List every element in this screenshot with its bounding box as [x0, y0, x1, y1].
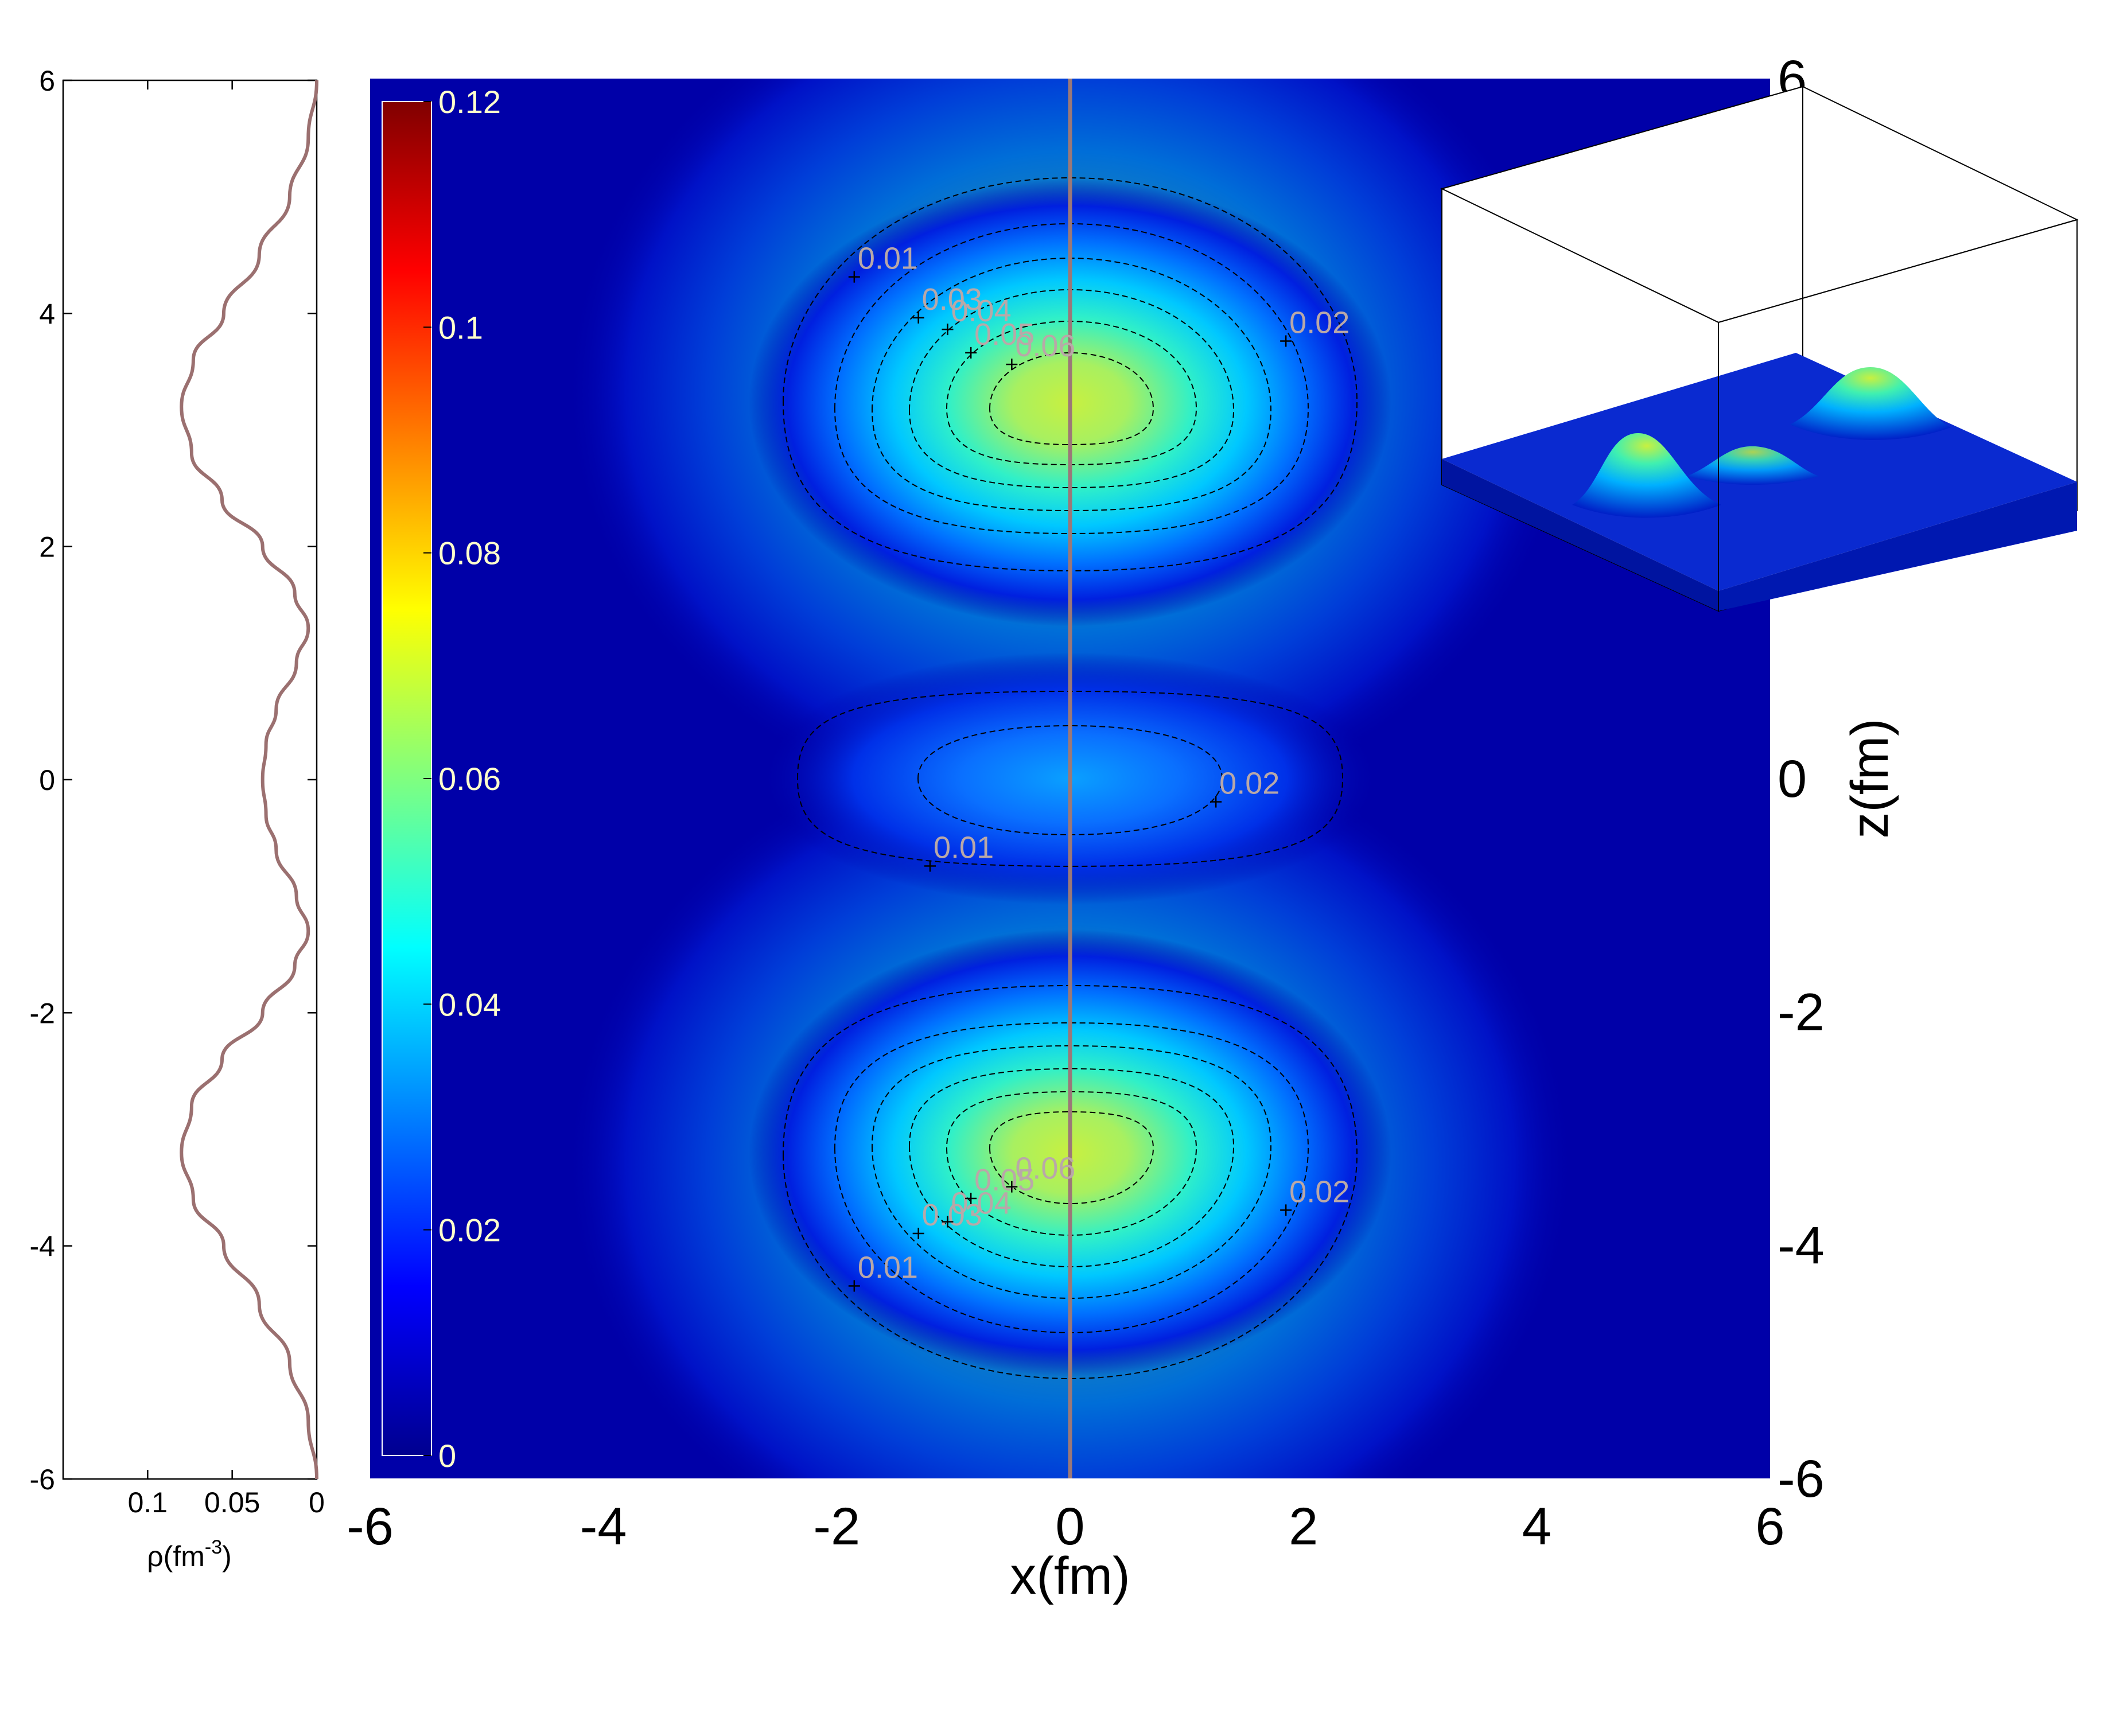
profile-y-ticks: 6 4 2 0 -2 -4 -6 [30, 65, 317, 1496]
inset-hump-back [1790, 367, 1951, 440]
contour-label: 0.01 [858, 242, 918, 276]
contour-label: 0.04 [951, 1186, 1012, 1221]
map-x-tick-label: 2 [1289, 1497, 1318, 1556]
map-y-tick-label: -6 [1778, 1450, 1825, 1508]
inset-surface-side-right [1718, 482, 2077, 611]
map-y-tick-label: -2 [1778, 983, 1825, 1042]
map-y-label: z(fm) [1841, 718, 1899, 838]
profile-y-tick-label: 0 [39, 764, 55, 796]
contour-label: 0.02 [1289, 306, 1349, 340]
map-x-tick-label: 6 [1755, 1497, 1784, 1556]
colorbar-tick-label: 0.12 [438, 84, 501, 120]
contour-label-marker [965, 347, 977, 359]
contour-label: 0.01 [934, 831, 994, 865]
inset-hump-front [1572, 433, 1721, 518]
contour-label-marker [924, 860, 936, 872]
colorbar-tick-label: 0.06 [438, 761, 501, 797]
profile-y-tick-label: 4 [39, 298, 55, 330]
profile-panel: 6 4 2 0 -2 -4 -6 0.1 0.05 0 ρ(fm-3) [30, 65, 325, 1572]
map-x-ticks: -6 -4 -2 0 2 4 6 [347, 1497, 1784, 1556]
contour-label-marker [1280, 1204, 1292, 1216]
contour-label: 0.05 [974, 317, 1035, 352]
contour-label-marker [965, 1193, 977, 1204]
contour-label: 0.01 [858, 1251, 918, 1285]
colorbar-tick-label: 0.04 [438, 986, 501, 1022]
density-map-panel: 0.010.030.040.050.060.020.020.010.010.03… [347, 50, 1899, 1605]
profile-x-tick-label: 0 [309, 1486, 325, 1519]
map-x-tick-label: -6 [347, 1497, 394, 1556]
map-y-tick-label: -4 [1778, 1216, 1825, 1275]
contour-0.01-lower [782, 984, 1358, 1380]
profile-x-tick-label: 0.05 [204, 1486, 260, 1519]
contour-0.02-lower [834, 1022, 1309, 1334]
contour-label: 0.03 [922, 1198, 982, 1232]
contour-label-marker [848, 271, 860, 283]
contour-0.06-lower [989, 1111, 1154, 1205]
contour-0.06-upper [989, 352, 1154, 446]
contour-label-marker [1280, 335, 1292, 347]
contour-0.03-lower [871, 1045, 1272, 1299]
profile-y-tick-label: -6 [30, 1463, 55, 1496]
map-x-tick-label: 0 [1055, 1497, 1084, 1556]
inset-surface-side-left [1442, 459, 1718, 611]
contour-lines [782, 177, 1358, 1380]
colorbar-tick-label: 0.02 [438, 1212, 501, 1248]
contour-labels: 0.010.030.040.050.060.020.020.010.010.03… [848, 242, 1349, 1292]
contour-label: 0.02 [1219, 766, 1279, 801]
contour-label: 0.06 [1015, 329, 1075, 363]
contour-0.02-middle [917, 725, 1223, 836]
profile-x-label: ρ(fm-3) [147, 1536, 232, 1572]
contour-0.01-upper [782, 177, 1358, 572]
profile-y-tick-label: -4 [30, 1231, 55, 1263]
contour-label-marker [1006, 359, 1018, 371]
map-y-tick-label: 0 [1778, 750, 1807, 808]
contour-0.03-upper [871, 257, 1272, 512]
contour-label: 0.05 [974, 1163, 1035, 1197]
colorbar-tick-label: 0 [438, 1438, 456, 1474]
contour-label-marker [1006, 1181, 1018, 1193]
profile-y-tick-label: 6 [39, 65, 55, 97]
surface-inset [1440, 85, 2079, 612]
map-x-tick-label: -2 [813, 1497, 860, 1556]
profile-y-tick-label: -2 [30, 997, 55, 1029]
contour-label-marker [942, 1216, 954, 1228]
contour-0.04-lower [908, 1068, 1235, 1268]
contour-label: 0.04 [951, 294, 1012, 328]
colorbar-tick-label: 0.1 [438, 309, 483, 345]
inset-hump-middle [1687, 446, 1819, 485]
colorbar-ticks: 0.12 0.1 0.08 0.06 0.04 0.02 0 [423, 84, 501, 1474]
contour-label-marker [848, 1280, 860, 1292]
density-profile-line [180, 80, 318, 1480]
profile-y-tick-label: 2 [39, 531, 55, 563]
contour-0.02-upper [834, 223, 1309, 535]
contour-label-marker [1210, 796, 1222, 808]
profile-x-ticks: 0.1 0.05 0 [128, 80, 325, 1519]
map-x-tick-label: -4 [580, 1497, 627, 1556]
contour-label-marker [942, 324, 954, 336]
contour-label-marker [912, 1228, 924, 1239]
contour-0.01-middle [796, 690, 1344, 867]
contour-label: 0.02 [1289, 1174, 1349, 1209]
colorbar [382, 101, 432, 1456]
contour-0.04-upper [908, 289, 1235, 489]
map-x-tick-label: 4 [1522, 1497, 1551, 1556]
contour-label: 0.06 [1015, 1151, 1075, 1186]
contour-label-marker [912, 312, 924, 324]
profile-x-tick-label: 0.1 [128, 1486, 168, 1519]
profile-axes-box [62, 79, 318, 1480]
map-x-label: x(fm) [1010, 1547, 1130, 1605]
contour-label: 0.03 [922, 282, 982, 317]
colorbar-tick-label: 0.08 [438, 535, 501, 571]
